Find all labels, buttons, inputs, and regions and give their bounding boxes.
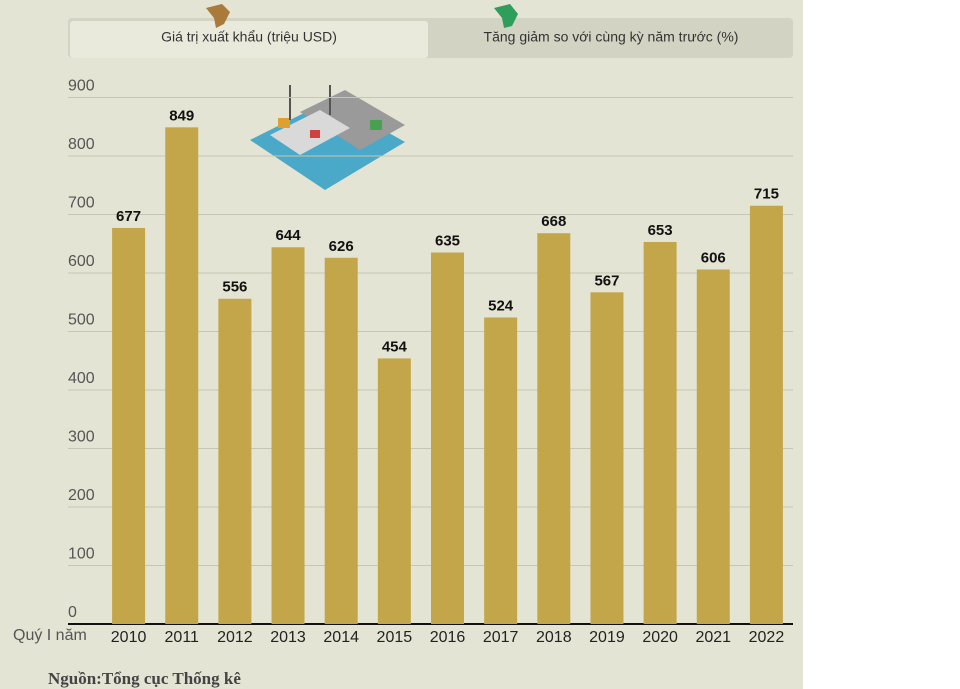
bar [590,292,624,624]
x-tick-label: 2010 [111,629,147,646]
bar [324,257,358,624]
value-label: 454 [382,338,408,355]
value-label: 668 [541,213,566,230]
bar [749,205,783,624]
bar [696,269,730,624]
y-tick-label: 200 [68,487,95,504]
x-tick-label: 2012 [217,629,253,646]
hand-icon [494,4,518,28]
tab-active[interactable] [70,21,428,58]
bar [218,298,252,624]
y-tick-label: 900 [68,78,95,95]
value-label: 606 [701,249,726,266]
hand-icon [206,4,230,28]
y-tick-label: 800 [68,136,95,153]
y-tick-label: 500 [68,312,95,329]
x-tick-label: 2022 [749,629,785,646]
tab-label[interactable]: Giá trị xuất khẩu (triệu USD) [161,29,337,45]
x-tick-label: 2021 [695,629,731,646]
value-label: 524 [488,297,514,314]
y-tick-label: 100 [68,546,95,563]
port-illustration [250,85,405,190]
x-tick-label: 2016 [430,629,466,646]
bar [643,241,677,624]
value-label: 849 [169,107,194,124]
value-label: 567 [594,272,619,289]
x-tick-label: 2019 [589,629,625,646]
value-label: 715 [754,186,779,203]
value-label: 635 [435,232,460,249]
x-tick-label: 2013 [270,629,306,646]
y-tick-label: 400 [68,370,95,387]
x-axis-label: Quý I năm [13,627,87,644]
y-tick-label: 300 [68,429,95,446]
x-tick-label: 2011 [165,629,200,646]
bar [112,227,146,624]
x-tick-label: 2015 [377,629,413,646]
x-tick-label: 2014 [323,629,359,646]
bar [271,247,305,624]
bar [537,233,571,624]
y-tick-label: 600 [68,253,95,270]
x-tick-label: 2017 [483,629,519,646]
value-label: 626 [329,238,354,255]
y-tick-label: 700 [68,195,95,212]
value-label: 556 [222,279,247,296]
bar [165,127,199,625]
bar [484,317,518,624]
value-label: 644 [276,227,302,244]
x-tick-label: 2018 [536,629,572,646]
value-label: 653 [648,222,673,239]
bar [377,358,411,624]
tab-label[interactable]: Tăng giảm so với cùng kỳ năm trước (%) [484,29,739,45]
bar [431,252,464,624]
value-label: 677 [116,208,141,225]
source-note: Nguồn:Tổng cục Thống kê [48,669,241,688]
x-tick-label: 2020 [642,629,678,646]
y-tick-label: 0 [68,604,77,621]
